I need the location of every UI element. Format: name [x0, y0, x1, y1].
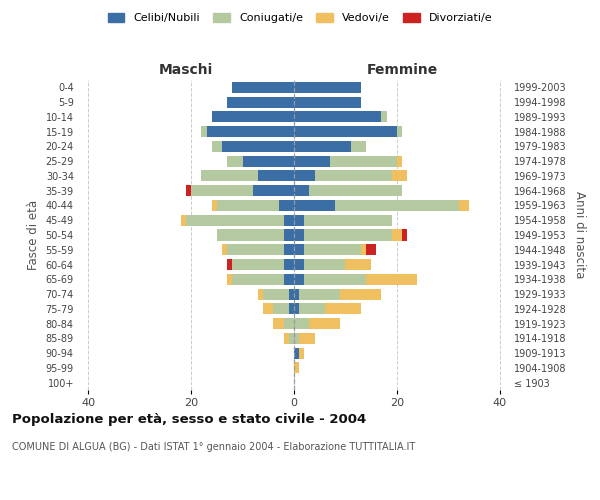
Bar	[284, 274, 294, 285]
Bar	[294, 259, 304, 270]
Bar	[222, 141, 294, 152]
Bar	[227, 274, 232, 285]
Bar	[284, 333, 289, 344]
Bar	[258, 288, 263, 300]
Bar	[294, 304, 299, 314]
Bar	[227, 244, 284, 256]
Bar	[402, 230, 407, 240]
Bar	[232, 82, 294, 93]
Bar	[242, 156, 294, 166]
Bar	[366, 244, 376, 256]
Bar	[258, 170, 294, 181]
Bar	[382, 112, 386, 122]
Bar	[202, 170, 258, 181]
Bar	[212, 112, 294, 122]
Bar	[278, 200, 294, 211]
Text: Maschi: Maschi	[159, 64, 213, 78]
Bar	[310, 185, 402, 196]
Bar	[294, 185, 310, 196]
Bar	[304, 244, 361, 256]
Bar	[222, 244, 227, 256]
Bar	[397, 126, 402, 137]
Bar	[294, 288, 299, 300]
Bar	[340, 288, 382, 300]
Bar	[202, 126, 206, 137]
Bar	[227, 96, 294, 108]
Bar	[274, 318, 284, 329]
Bar	[227, 156, 242, 166]
Bar	[294, 348, 299, 358]
Bar	[284, 230, 294, 240]
Bar	[253, 185, 294, 196]
Bar	[212, 200, 217, 211]
Bar	[217, 200, 278, 211]
Bar	[212, 141, 222, 152]
Bar	[263, 288, 289, 300]
Bar	[232, 274, 284, 285]
Y-axis label: Fasce di età: Fasce di età	[27, 200, 40, 270]
Bar	[335, 200, 458, 211]
Bar	[294, 126, 397, 137]
Bar	[206, 126, 294, 137]
Bar	[294, 362, 299, 374]
Bar	[294, 82, 361, 93]
Bar	[350, 141, 366, 152]
Bar	[289, 288, 294, 300]
Bar	[346, 259, 371, 270]
Bar	[191, 185, 253, 196]
Bar	[304, 259, 346, 270]
Text: Popolazione per età, sesso e stato civile - 2004: Popolazione per età, sesso e stato civil…	[12, 412, 366, 426]
Legend: Celibi/Nubili, Coniugati/e, Vedovi/e, Divorziati/e: Celibi/Nubili, Coniugati/e, Vedovi/e, Di…	[103, 8, 497, 28]
Bar	[294, 96, 361, 108]
Text: Femmine: Femmine	[367, 64, 437, 78]
Bar	[186, 214, 284, 226]
Bar	[325, 304, 361, 314]
Bar	[284, 259, 294, 270]
Bar	[289, 304, 294, 314]
Bar	[227, 259, 232, 270]
Bar	[263, 304, 274, 314]
Bar	[274, 304, 289, 314]
Bar	[304, 214, 392, 226]
Bar	[294, 200, 335, 211]
Bar	[299, 348, 304, 358]
Bar	[294, 333, 299, 344]
Bar	[181, 214, 186, 226]
Bar	[217, 230, 284, 240]
Bar	[330, 156, 397, 166]
Bar	[304, 230, 392, 240]
Bar	[299, 288, 340, 300]
Bar	[299, 333, 314, 344]
Bar	[304, 274, 366, 285]
Bar	[366, 274, 418, 285]
Bar	[284, 244, 294, 256]
Bar	[294, 141, 350, 152]
Bar	[392, 170, 407, 181]
Bar	[294, 230, 304, 240]
Bar	[314, 170, 392, 181]
Bar	[284, 318, 294, 329]
Bar	[232, 259, 284, 270]
Bar	[299, 304, 325, 314]
Bar	[458, 200, 469, 211]
Bar	[392, 230, 402, 240]
Bar	[294, 244, 304, 256]
Y-axis label: Anni di nascita: Anni di nascita	[574, 192, 586, 278]
Text: COMUNE DI ALGUA (BG) - Dati ISTAT 1° gennaio 2004 - Elaborazione TUTTITALIA.IT: COMUNE DI ALGUA (BG) - Dati ISTAT 1° gen…	[12, 442, 415, 452]
Bar	[289, 333, 294, 344]
Bar	[397, 156, 402, 166]
Bar	[361, 244, 366, 256]
Bar	[294, 274, 304, 285]
Bar	[310, 318, 340, 329]
Bar	[294, 318, 310, 329]
Bar	[294, 214, 304, 226]
Bar	[294, 170, 314, 181]
Bar	[294, 112, 382, 122]
Bar	[284, 214, 294, 226]
Bar	[294, 156, 330, 166]
Bar	[186, 185, 191, 196]
